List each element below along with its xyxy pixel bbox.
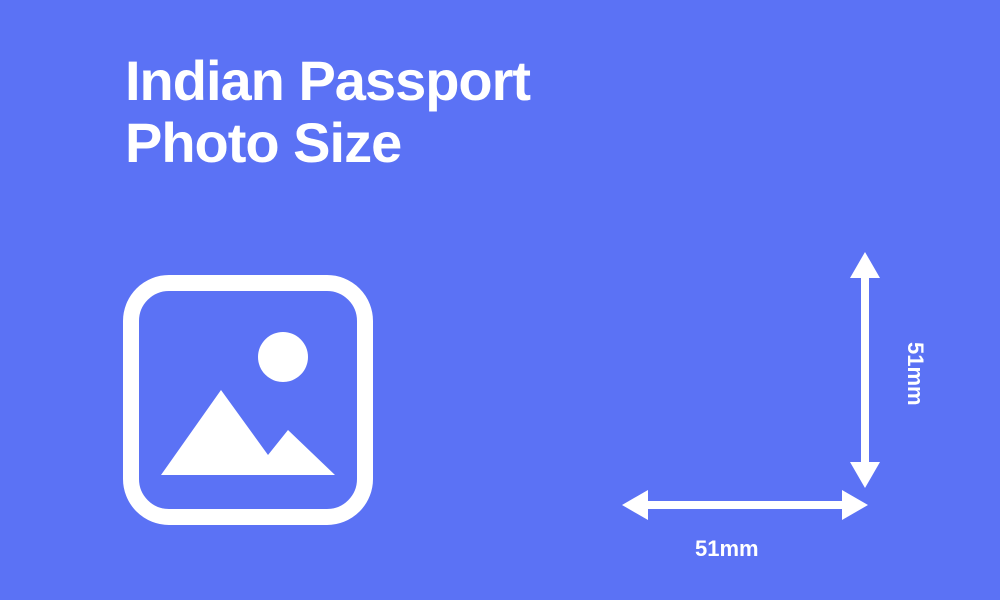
image-placeholder-icon	[123, 275, 373, 530]
height-dimension-label: 51mm	[902, 342, 928, 406]
page-title: Indian Passport Photo Size	[125, 50, 530, 173]
width-arrow-icon	[620, 480, 870, 535]
title-line-1: Indian Passport	[125, 49, 530, 112]
infographic-canvas: Indian Passport Photo Size 51mm 51m	[0, 0, 1000, 600]
title-line-2: Photo Size	[125, 111, 401, 174]
width-dimension-label: 51mm	[695, 536, 759, 562]
dimensions-diagram: 51mm 51mm	[600, 250, 920, 570]
height-arrow-icon	[840, 250, 890, 495]
